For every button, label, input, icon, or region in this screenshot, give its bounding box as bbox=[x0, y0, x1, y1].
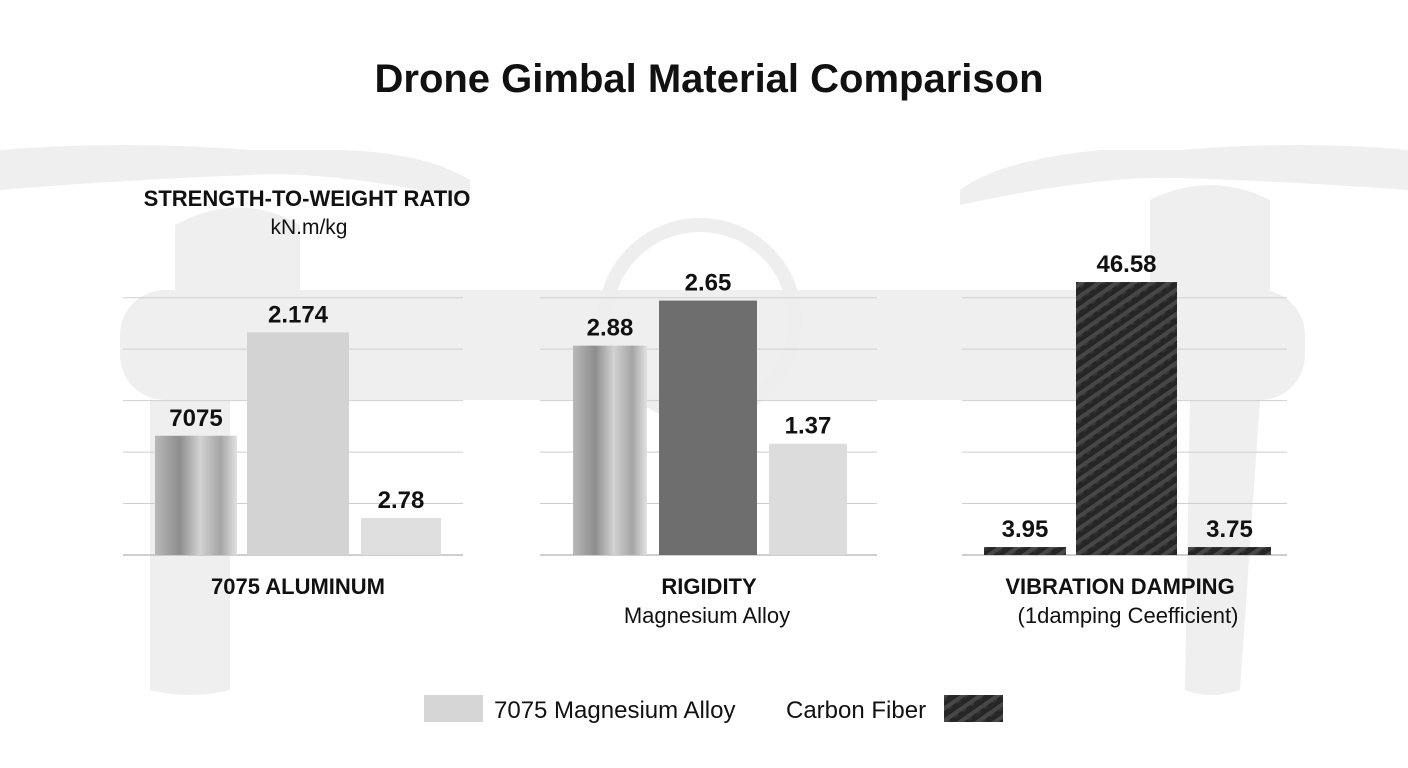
data-label: 46.58 bbox=[1096, 251, 1156, 278]
bar bbox=[1076, 282, 1177, 555]
bar bbox=[247, 332, 349, 555]
bar bbox=[573, 345, 647, 555]
panel-2-sublabel: Magnesium Alloy bbox=[624, 603, 790, 628]
panels: 7075 2.174 2.78 2.88 2.65 1.37 3.95 46.58 3.75 bbox=[123, 251, 1287, 556]
panel-2-xlabel: RIGIDITY bbox=[661, 574, 757, 599]
legend-label-magnesium: 7075 Magnesium Alloy bbox=[494, 697, 735, 724]
data-label: 2.65 bbox=[685, 270, 732, 297]
data-label: 2.78 bbox=[378, 487, 425, 514]
data-label: 1.37 bbox=[785, 413, 832, 440]
bar bbox=[1188, 547, 1271, 555]
bar bbox=[984, 547, 1066, 555]
bar bbox=[155, 435, 237, 555]
legend-label-carbon-fiber: Carbon Fiber bbox=[786, 697, 926, 724]
data-label: 3.95 bbox=[1002, 516, 1049, 543]
bar bbox=[769, 443, 847, 555]
data-label: 7075 bbox=[169, 405, 222, 432]
bar bbox=[659, 300, 757, 555]
panel-3-xlabel: VIBRATION DAMPING bbox=[1005, 574, 1234, 599]
legend-swatch-magnesium bbox=[424, 695, 483, 722]
chart-title: Drone Gimbal Material Comparison bbox=[374, 57, 1043, 101]
panel-1-heading: STRENGTH-TO-WEIGHT RATIO bbox=[144, 186, 471, 211]
panel-1-xlabel: 7075 ALUMINUM bbox=[211, 574, 385, 599]
data-label: 3.75 bbox=[1206, 516, 1253, 543]
bar bbox=[361, 517, 441, 555]
data-label: 2.174 bbox=[268, 301, 329, 328]
panel-1-unit: kN.m/kg bbox=[270, 216, 347, 239]
data-label: 2.88 bbox=[587, 315, 634, 342]
legend-swatch-carbon-fiber bbox=[944, 695, 1003, 722]
legend: 7075 Magnesium Alloy Carbon Fiber bbox=[424, 695, 1003, 724]
panel-3-sublabel: (1damping Ceefficient) bbox=[1018, 603, 1239, 628]
